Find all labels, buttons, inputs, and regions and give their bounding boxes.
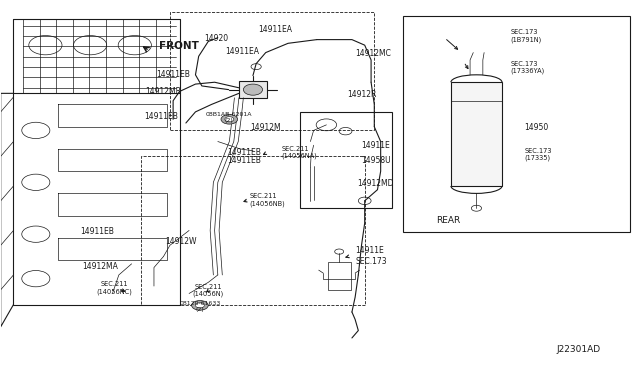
Text: SEC.173: SEC.173: [355, 257, 387, 266]
Bar: [170, 12, 374, 131]
Circle shape: [195, 303, 204, 308]
Text: 14920: 14920: [205, 34, 228, 43]
Text: 14912R: 14912R: [348, 90, 377, 99]
Text: J22301AD: J22301AD: [557, 345, 601, 354]
Text: 14950: 14950: [524, 123, 548, 132]
Text: 14958U: 14958U: [362, 155, 391, 164]
Circle shape: [243, 84, 262, 95]
Bar: [328, 262, 351, 290]
Text: 14911EA: 14911EA: [225, 47, 259, 56]
Text: 14911EA: 14911EA: [259, 25, 292, 34]
Text: 14912MD: 14912MD: [357, 179, 394, 187]
Bar: [239, 81, 267, 98]
Text: 14912MC: 14912MC: [355, 49, 391, 58]
Circle shape: [191, 301, 208, 310]
Text: SEC.211
(14056NC): SEC.211 (14056NC): [97, 281, 132, 295]
Text: SEC.173
(1B791N): SEC.173 (1B791N): [510, 29, 541, 43]
Text: 14911EB: 14911EB: [81, 227, 115, 236]
Bar: [403, 16, 630, 232]
Text: 14911E: 14911E: [355, 246, 384, 255]
Text: 14911EB: 14911EB: [156, 70, 189, 79]
Text: SEC.211
(14056N): SEC.211 (14056N): [193, 284, 224, 297]
Text: 08B1AB-6201A
(2): 08B1AB-6201A (2): [206, 112, 253, 123]
Text: 14912M: 14912M: [250, 123, 280, 132]
Text: REAR: REAR: [436, 216, 460, 225]
Text: 14912MA: 14912MA: [82, 262, 118, 271]
Text: SEC.211
(14056NA): SEC.211 (14056NA): [282, 146, 317, 159]
Text: SEC.211
(14056NB): SEC.211 (14056NB): [250, 193, 285, 207]
Text: 14911EB: 14911EB: [227, 156, 261, 165]
Text: 14912W: 14912W: [166, 237, 197, 246]
Text: 14911E: 14911E: [362, 141, 390, 151]
Text: 14912MB: 14912MB: [145, 87, 180, 96]
Bar: [300, 112, 392, 208]
Text: FRONT: FRONT: [159, 41, 199, 51]
Bar: [141, 156, 365, 305]
Text: SEC.173
(17336YA): SEC.173 (17336YA): [510, 61, 545, 74]
Text: 14911EB: 14911EB: [145, 112, 178, 121]
Text: SEC.173
(17335): SEC.173 (17335): [524, 148, 552, 161]
Text: 08120-61633
(2): 08120-61633 (2): [179, 301, 221, 312]
Text: 14911EB: 14911EB: [227, 148, 261, 157]
Circle shape: [221, 115, 237, 124]
Bar: [451, 82, 502, 186]
Circle shape: [225, 117, 234, 122]
